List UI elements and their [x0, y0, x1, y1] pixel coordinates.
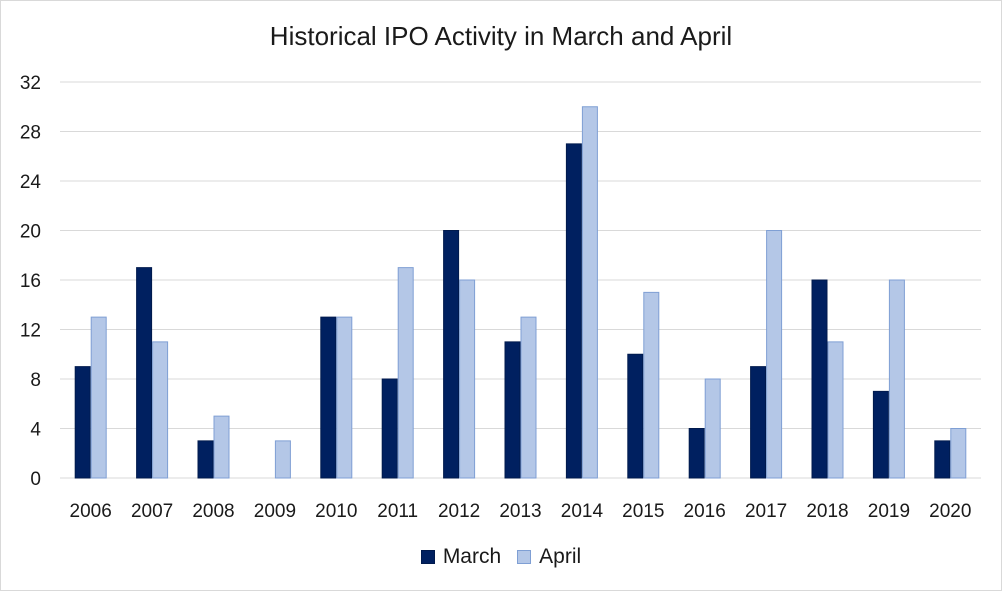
x-tick-label: 2013	[499, 501, 541, 522]
x-tick-label: 2009	[254, 501, 296, 522]
bar-march-2016	[688, 428, 705, 479]
bar-march-2019	[872, 390, 889, 479]
bar-march-2014	[565, 143, 582, 479]
y-tick-label: 12	[20, 321, 41, 342]
bar-april-2013	[520, 316, 537, 479]
bar-april-2011	[397, 267, 414, 479]
bar-april-2009	[274, 440, 291, 479]
bar-april-2017	[766, 230, 783, 479]
x-tick-label: 2016	[684, 501, 726, 522]
bar-march-2020	[934, 440, 951, 479]
x-tick-label: 2014	[561, 501, 604, 522]
y-tick-label: 24	[20, 172, 42, 193]
y-tick-label: 4	[30, 420, 41, 441]
bar-march-2018	[811, 279, 828, 479]
x-tick-label: 2012	[438, 501, 480, 522]
bar-march-2015	[627, 353, 644, 479]
bar-april-2016	[704, 378, 721, 479]
y-tick-label: 28	[20, 123, 41, 144]
x-tick-label: 2011	[377, 501, 418, 522]
bar-march-2006	[74, 366, 91, 479]
legend-label-april: April	[539, 545, 582, 568]
bar-april-2018	[827, 341, 844, 479]
bar-april-2006	[90, 316, 107, 479]
legend-item-april: April	[517, 545, 581, 569]
legend-label-march: March	[442, 545, 502, 568]
bar-april-2014	[581, 106, 598, 479]
x-tick-label: 2010	[315, 501, 357, 522]
y-tick-label: 8	[30, 370, 41, 391]
legend-item-march: March	[420, 545, 502, 569]
bar-march-2008	[197, 440, 214, 479]
x-tick-label: 2008	[192, 501, 234, 522]
bar-april-2007	[152, 341, 169, 479]
y-tick-label: 16	[20, 271, 41, 292]
bar-march-2007	[136, 267, 153, 479]
bar-april-2020	[950, 428, 967, 479]
y-tick-label: 0	[30, 469, 41, 490]
x-tick-label: 2018	[806, 501, 848, 522]
bar-march-2011	[381, 378, 398, 479]
y-tick-label: 32	[20, 73, 41, 94]
chart-title: Historical IPO Activity in March and Apr…	[269, 21, 733, 51]
legend-swatch-march	[420, 550, 435, 564]
x-tick-label: 2006	[70, 501, 112, 522]
bar-march-2010	[320, 316, 337, 479]
y-tick-label: 20	[20, 222, 41, 243]
bar-march-2013	[504, 341, 521, 479]
bar-march-2012	[443, 230, 460, 479]
x-tick-label: 2020	[929, 501, 971, 522]
x-tick-label: 2017	[745, 501, 787, 522]
x-tick-label: 2007	[131, 501, 173, 522]
chart-legend: March April	[1, 545, 1001, 569]
bar-april-2008	[213, 415, 230, 479]
bar-april-2019	[888, 279, 905, 479]
bar-march-2017	[750, 366, 767, 479]
bar-april-2012	[459, 279, 476, 479]
bar-april-2015	[643, 291, 660, 479]
x-tick-label: 2015	[622, 501, 664, 522]
legend-swatch-april	[517, 550, 532, 564]
bar-april-2010	[336, 316, 353, 479]
x-tick-label: 2019	[868, 501, 910, 522]
